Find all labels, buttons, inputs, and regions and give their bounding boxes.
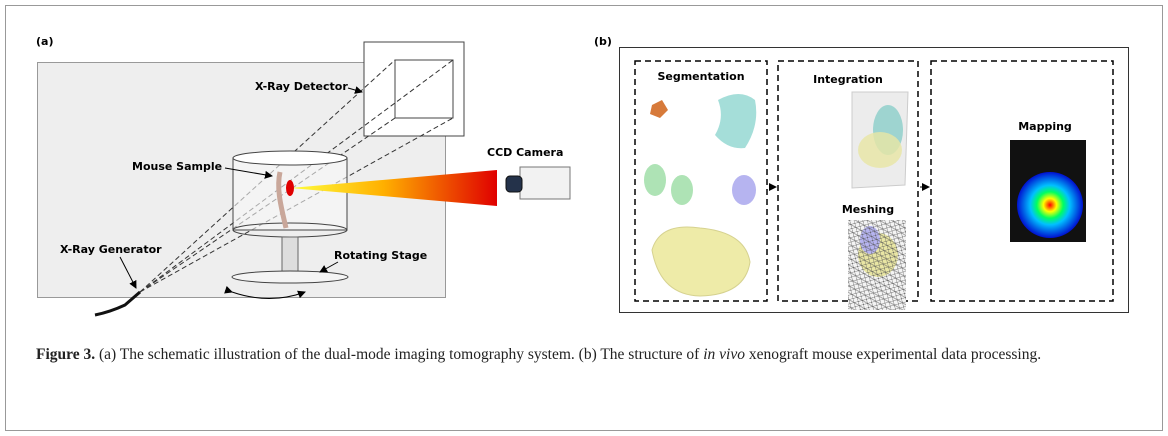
mesh xyxy=(848,220,906,310)
panel-label: (a) xyxy=(36,35,53,48)
heatmap xyxy=(1017,172,1083,238)
tumor xyxy=(286,180,294,196)
detector xyxy=(364,42,464,136)
figure: (a) X-Ray Detector CCD Camera Mouse Samp… xyxy=(0,0,1168,436)
organ xyxy=(644,164,666,196)
caption-text: (a) The schematic illustration of the du… xyxy=(95,346,703,363)
stage xyxy=(232,271,348,283)
organ xyxy=(732,175,756,205)
caption: Figure 3. (a) The schematic illustration… xyxy=(36,343,1136,366)
label: Mouse Sample xyxy=(132,160,222,173)
camera-lens xyxy=(506,176,522,192)
label: X-Ray Detector xyxy=(255,80,348,93)
panel-label: (b) xyxy=(594,35,612,48)
ccd-camera xyxy=(520,167,570,199)
step-title: Meshing xyxy=(842,203,894,216)
caption-text: xenograft mouse experimental data proces… xyxy=(745,346,1041,363)
step-title: Integration xyxy=(813,73,883,86)
caption-italic: in vivo xyxy=(703,346,745,363)
organ xyxy=(671,175,693,205)
caption-label: Figure 3. xyxy=(36,346,95,363)
label: X-Ray Generator xyxy=(60,243,162,256)
stage-pole xyxy=(282,237,298,275)
step-title: Mapping xyxy=(1018,120,1072,133)
organ xyxy=(858,132,902,168)
cylinder-top xyxy=(233,151,347,165)
label: Rotating Stage xyxy=(334,249,427,262)
step-title: Segmentation xyxy=(657,70,744,83)
figure-art: (a) X-Ray Detector CCD Camera Mouse Samp… xyxy=(0,0,1168,436)
label: CCD Camera xyxy=(487,146,563,159)
